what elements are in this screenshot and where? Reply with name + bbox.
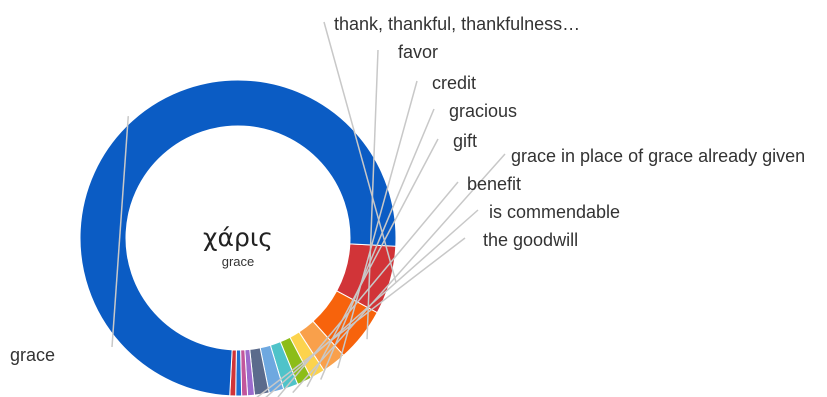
center-word: χάρις: [203, 223, 273, 252]
leader-line: [111, 116, 130, 348]
leader-line: [323, 21, 397, 283]
leader-line: [292, 153, 506, 394]
leader-line: [265, 209, 479, 397]
slice-label: credit: [432, 73, 476, 93]
slice-label: is commendable: [489, 202, 620, 222]
slice-label: gracious: [449, 101, 517, 121]
leader-line: [256, 237, 466, 397]
slice-label: grace in place of grace already given: [511, 146, 805, 166]
slice-label: benefit: [467, 174, 521, 194]
slice-label: the goodwill: [483, 230, 578, 250]
leader-line: [306, 138, 439, 388]
slice-grace: [79, 79, 397, 397]
slice-label: favor: [398, 42, 438, 62]
slice-label: thank, thankful, thankfulness…: [334, 14, 580, 34]
leader-line: [337, 80, 418, 369]
center-gloss: grace: [222, 254, 255, 269]
leader-line: [366, 49, 379, 340]
slice-label: grace: [10, 345, 55, 365]
slice-label: gift: [453, 131, 477, 151]
